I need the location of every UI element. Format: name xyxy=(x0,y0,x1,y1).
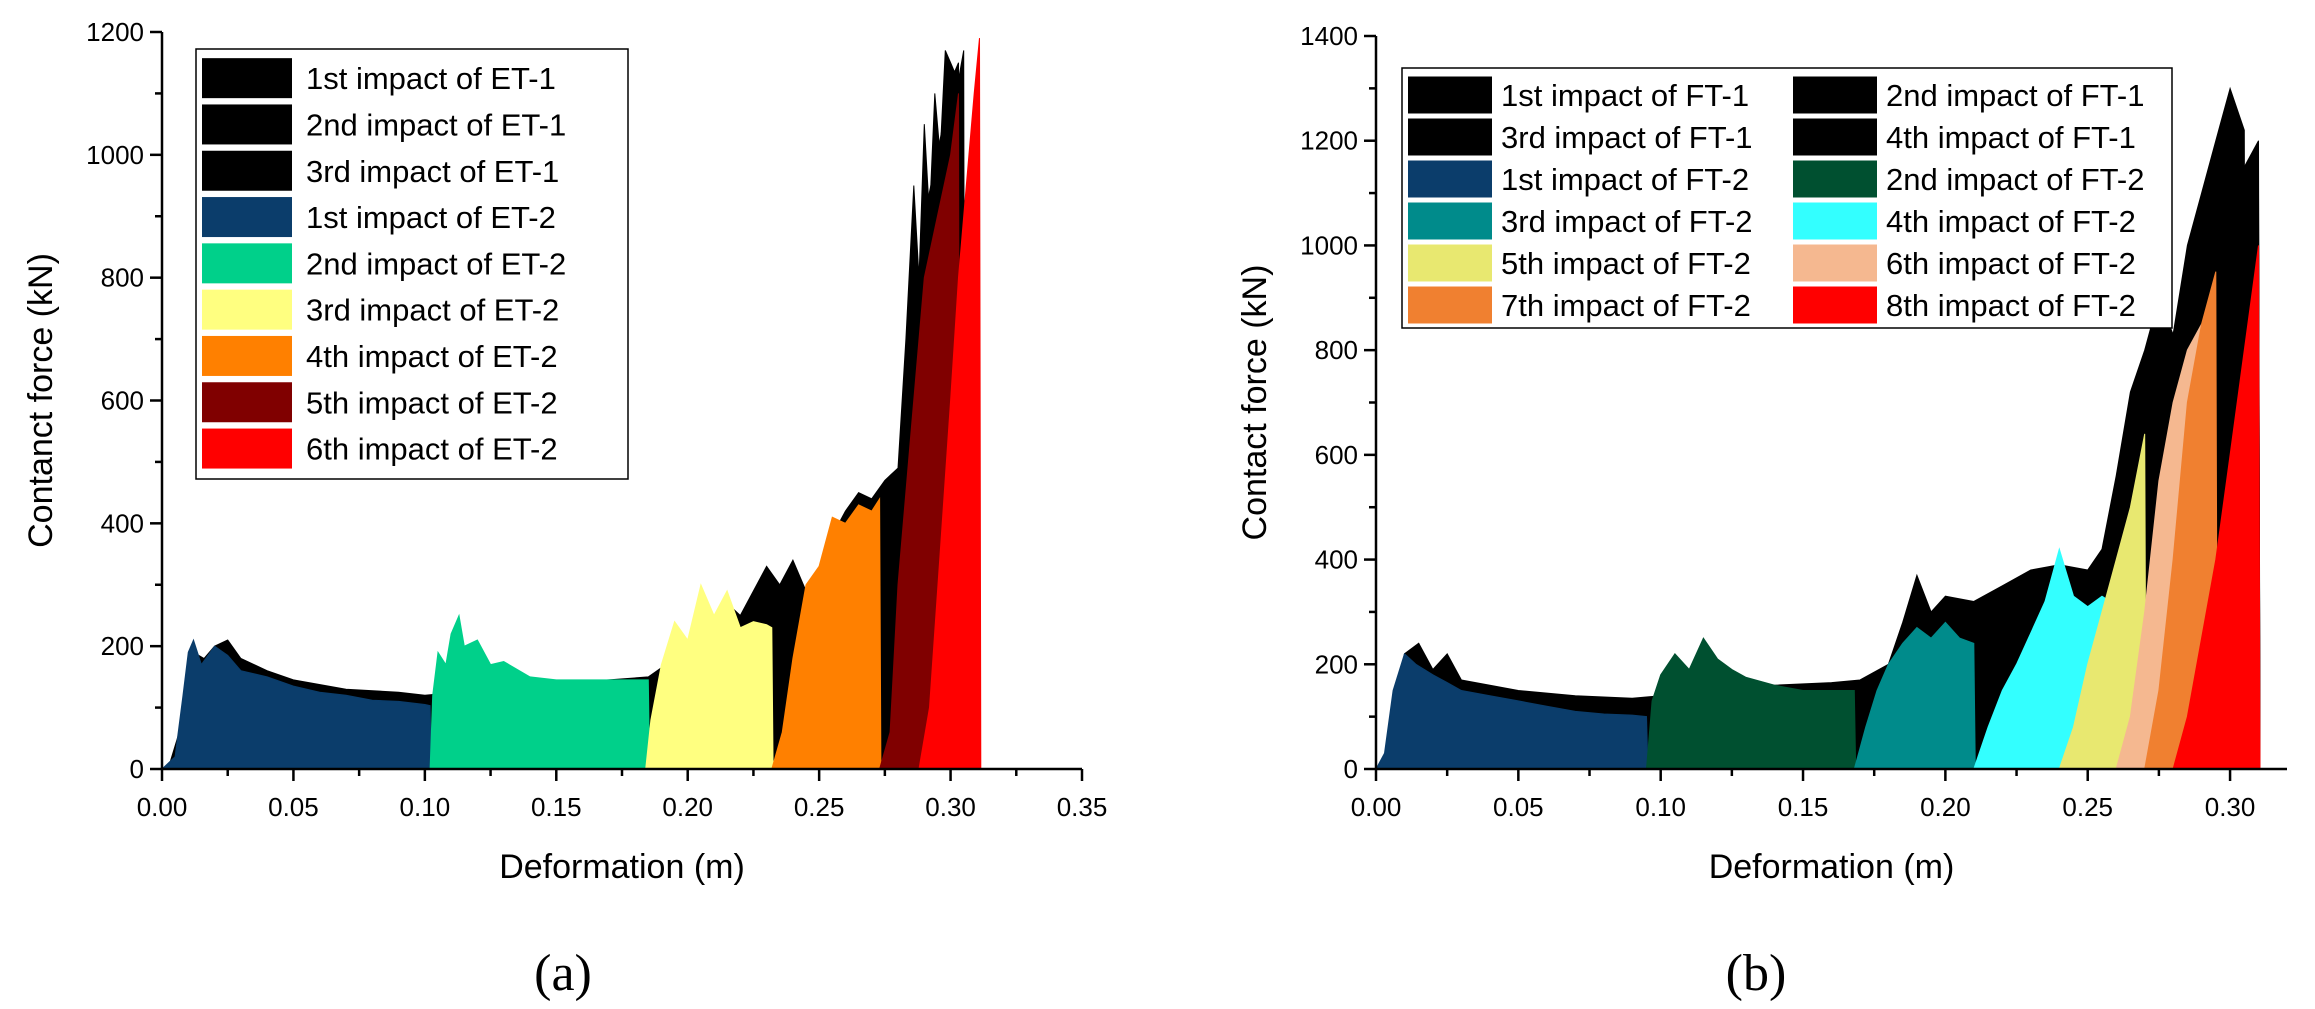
legend-swatch xyxy=(202,289,292,330)
y-tick-label: 0 xyxy=(130,754,144,784)
legend-swatch xyxy=(202,197,292,238)
legend-label: 3rd impact of FT-1 xyxy=(1501,120,1753,155)
series-area-9 xyxy=(918,38,982,769)
y-tick-label: 1000 xyxy=(1300,230,1358,260)
x-tick-label: 0.05 xyxy=(268,792,319,822)
legend-label: 4th impact of FT-2 xyxy=(1886,204,2136,239)
legend-label: 1st impact of ET-1 xyxy=(306,61,556,96)
legend-swatch xyxy=(202,150,292,191)
x-axis-title: Deformation (m) xyxy=(1709,848,1955,886)
series-area-7 xyxy=(1853,621,1976,769)
x-tick-label: 0.35 xyxy=(1057,792,1108,822)
legend-label: 6th impact of FT-2 xyxy=(1886,246,2136,281)
legend-swatch xyxy=(1793,244,1877,282)
legend-swatch xyxy=(202,58,292,99)
legend-label: 4th impact of FT-1 xyxy=(1886,120,2136,155)
x-tick-label: 0.15 xyxy=(531,792,582,822)
series-areas xyxy=(162,38,982,769)
legend-swatch xyxy=(1793,286,1877,324)
legend-label: 4th impact of ET-2 xyxy=(306,339,558,374)
y-tick-label: 0 xyxy=(1344,754,1358,784)
x-axis-title: Deformation (m) xyxy=(499,848,745,886)
x-tick-label: 0.20 xyxy=(662,792,713,822)
legend-label: 2nd impact of FT-2 xyxy=(1886,162,2144,197)
series-area-12 xyxy=(2172,245,2261,769)
series-area-5 xyxy=(1376,652,1649,769)
legend-label: 5th impact of FT-2 xyxy=(1501,246,1751,281)
legend-swatch xyxy=(1408,76,1492,114)
y-tick-label: 600 xyxy=(1315,440,1358,470)
y-tick-label: 800 xyxy=(101,263,144,293)
legend-label: 2nd impact of ET-1 xyxy=(306,107,566,142)
legend-swatch xyxy=(202,428,292,469)
legend-swatch xyxy=(202,243,292,284)
series-area-6 xyxy=(645,583,774,769)
y-tick-label: 1200 xyxy=(86,17,144,47)
legend-label: 2nd impact of FT-1 xyxy=(1886,78,2144,113)
legend-swatch xyxy=(1793,202,1877,240)
legend-label: 6th impact of ET-2 xyxy=(306,432,558,467)
series-area-6 xyxy=(1645,637,1857,769)
legend-swatch xyxy=(1408,118,1492,156)
legend-swatch xyxy=(1793,118,1877,156)
legend-label: 3rd impact of ET-2 xyxy=(306,293,559,328)
panel-label: (a) xyxy=(534,945,592,1002)
chart-panel-a: 0.00 0.05 0.10 0.15 0.20 0.25 0.30 0.35 0 200 400 6… xyxy=(22,17,1107,1002)
legend-label: 8th impact of FT-2 xyxy=(1886,288,2136,323)
legend-label: 3rd impact of ET-1 xyxy=(306,154,559,189)
y-axis-title: Contact force (kN) xyxy=(1236,265,1274,541)
legend-label: 1st impact of FT-2 xyxy=(1501,162,1749,197)
x-tick-label: 0.25 xyxy=(794,792,845,822)
legend-swatch xyxy=(1408,244,1492,282)
x-tick-label: 0.00 xyxy=(1351,792,1402,822)
series-area-7 xyxy=(771,497,882,769)
series-area-1 xyxy=(1376,86,2247,769)
y-tick-label: 600 xyxy=(101,386,144,416)
chart-panel-b: 0.00 0.05 0.10 0.15 0.20 0.25 0.30 0 200 400 600 80… xyxy=(1236,21,2287,1002)
legend: 1st impact of ET-1 2nd impact of ET-1 3rd … xyxy=(195,48,629,480)
x-tick-label: 0.25 xyxy=(2062,792,2113,822)
legend-swatch xyxy=(1408,202,1492,240)
legend-label: 5th impact of ET-2 xyxy=(306,385,558,420)
x-tick-label: 0.30 xyxy=(925,792,976,822)
legend-swatch xyxy=(1793,160,1877,198)
legend-swatch xyxy=(202,382,292,423)
x-tick-label: 0.10 xyxy=(1635,792,1686,822)
x-tick-label: 0.30 xyxy=(2205,792,2256,822)
series-areas xyxy=(1376,86,2261,769)
y-tick-label: 400 xyxy=(1315,545,1358,575)
legend-label: 3rd impact of FT-2 xyxy=(1501,204,1753,239)
legend-swatch xyxy=(202,104,292,145)
x-tick-label: 0.20 xyxy=(1920,792,1971,822)
legend-label: 2nd impact of ET-2 xyxy=(306,246,566,281)
x-tick-label: 0.00 xyxy=(137,792,188,822)
y-axis-title: Contanct force (kN) xyxy=(22,253,60,548)
legend-label: 1st impact of FT-1 xyxy=(1501,78,1749,113)
legend-swatch xyxy=(1408,160,1492,198)
panel-label: (b) xyxy=(1726,945,1787,1002)
x-tick-label: 0.10 xyxy=(400,792,451,822)
legend-label: 1st impact of ET-2 xyxy=(306,200,556,235)
y-tick-label: 800 xyxy=(1315,335,1358,365)
x-tick-label: 0.15 xyxy=(1778,792,1829,822)
y-tick-label: 200 xyxy=(1315,649,1358,679)
legend-label: 7th impact of FT-2 xyxy=(1501,288,1751,323)
legend-swatch xyxy=(1408,286,1492,324)
y-tick-label: 1000 xyxy=(86,140,144,170)
y-tick-label: 1200 xyxy=(1300,126,1358,156)
legend-swatch xyxy=(1793,76,1877,114)
y-tick-label: 200 xyxy=(101,631,144,661)
series-area-4 xyxy=(162,638,432,769)
y-tick-label: 400 xyxy=(101,508,144,538)
legend-swatch xyxy=(202,335,292,376)
x-tick-label: 0.05 xyxy=(1493,792,1544,822)
y-tick-label: 1400 xyxy=(1300,21,1358,51)
legend: 1st impact of FT-1 2nd impact of FT-1 3rd … xyxy=(1401,67,2173,329)
series-area-1 xyxy=(162,50,958,769)
series-area-5 xyxy=(429,613,651,769)
legend-box xyxy=(1401,67,2173,329)
